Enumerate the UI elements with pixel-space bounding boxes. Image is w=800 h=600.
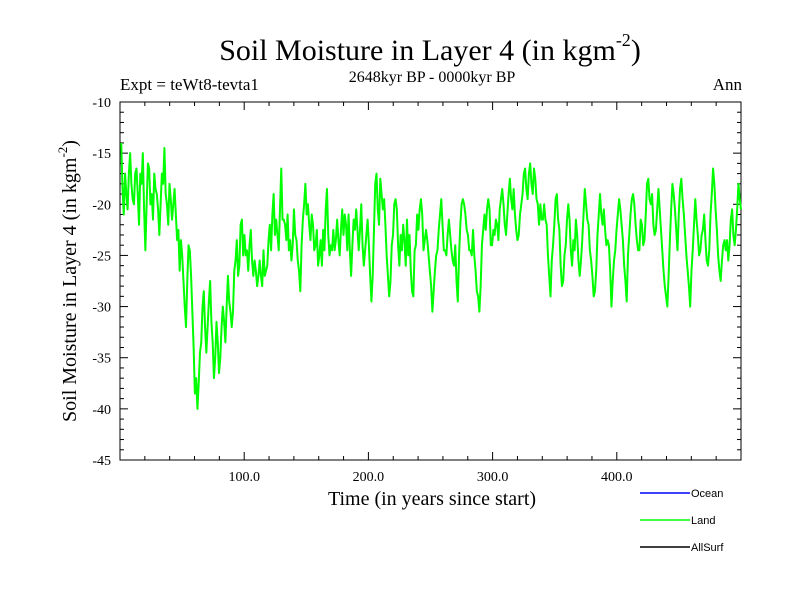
expt-label: Expt = teWt8-tevta1 bbox=[120, 75, 259, 94]
legend-label-ocean: Ocean bbox=[691, 488, 723, 500]
y-tick-label: -45 bbox=[92, 454, 111, 469]
y-axis-label: Soil Moisture in Layer 4 (in kgm-2) bbox=[55, 140, 81, 422]
x-tick-label: 400.0 bbox=[601, 470, 633, 485]
plot-frame bbox=[119, 101, 742, 461]
x-tick-label: 300.0 bbox=[477, 470, 509, 485]
y-tick-label: -30 bbox=[92, 301, 111, 316]
legend-label-allsurf: AllSurf bbox=[691, 542, 724, 554]
x-tick-labels: 100.0 200.0 300.0 400.0 bbox=[228, 470, 632, 485]
x-tick-label: 200.0 bbox=[353, 470, 385, 485]
x-axis-label: Time (in years since start) bbox=[328, 488, 536, 510]
series-layer bbox=[120, 142, 742, 410]
y-tick-label: -10 bbox=[92, 96, 111, 111]
y-tick-label: -40 bbox=[92, 403, 111, 418]
legend-label-land: Land bbox=[691, 515, 715, 527]
y-tick-labels: -10 -15 -20 -25 -30 -35 -40 -45 bbox=[92, 96, 111, 469]
season-label: Ann bbox=[713, 75, 743, 94]
y-tick-label: -20 bbox=[92, 198, 111, 213]
x-tick-label: 100.0 bbox=[228, 470, 260, 485]
y-tick-label: -35 bbox=[92, 352, 111, 367]
series-line-land bbox=[120, 142, 742, 410]
y-tick-label: -15 bbox=[92, 147, 111, 162]
axis-ticks bbox=[120, 102, 741, 460]
y-tick-label: -25 bbox=[92, 249, 111, 264]
chart-subtitle: 2648kyr BP - 0000kyr BP bbox=[349, 69, 516, 86]
legend: Ocean Land AllSurf bbox=[640, 488, 724, 554]
chart-title: Soil Moisture in Layer 4 (in kgm-2) bbox=[219, 30, 641, 67]
